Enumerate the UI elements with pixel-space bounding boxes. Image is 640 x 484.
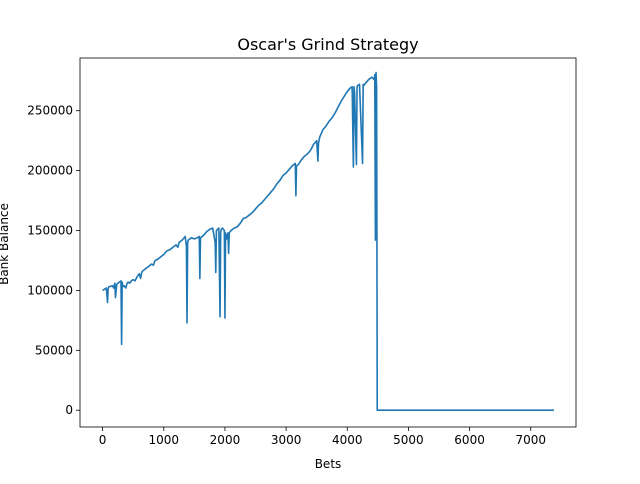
- plot-area: 0 1000 2000 3000 4000 5000 6000 7000 0 50000 10000…: [27, 57, 577, 447]
- y-tick-label: 250000: [27, 104, 73, 118]
- x-tick-label: 3000: [271, 433, 302, 447]
- y-tick-label: 50000: [35, 343, 73, 357]
- series-line-bank-balance: [102, 71, 554, 412]
- chart-title: Oscar's Grind Strategy: [237, 35, 418, 54]
- x-tick-label: 7000: [515, 433, 546, 447]
- x-tick-label: 0: [99, 433, 107, 447]
- x-axis-label: Bets: [315, 457, 342, 471]
- x-tick-label: 5000: [393, 433, 424, 447]
- y-tick-label: 150000: [27, 224, 73, 238]
- y-tick-label: 100000: [27, 283, 73, 297]
- y-axis-label: Bank Balance: [0, 203, 11, 285]
- axes-frame: [79, 57, 577, 428]
- x-tick-label: 1000: [149, 433, 180, 447]
- x-tick-label: 4000: [332, 433, 363, 447]
- y-tick-label: 0: [65, 403, 73, 417]
- x-tick-label: 6000: [454, 433, 485, 447]
- x-tick-label: 2000: [210, 433, 241, 447]
- y-tick-label: 200000: [27, 164, 73, 178]
